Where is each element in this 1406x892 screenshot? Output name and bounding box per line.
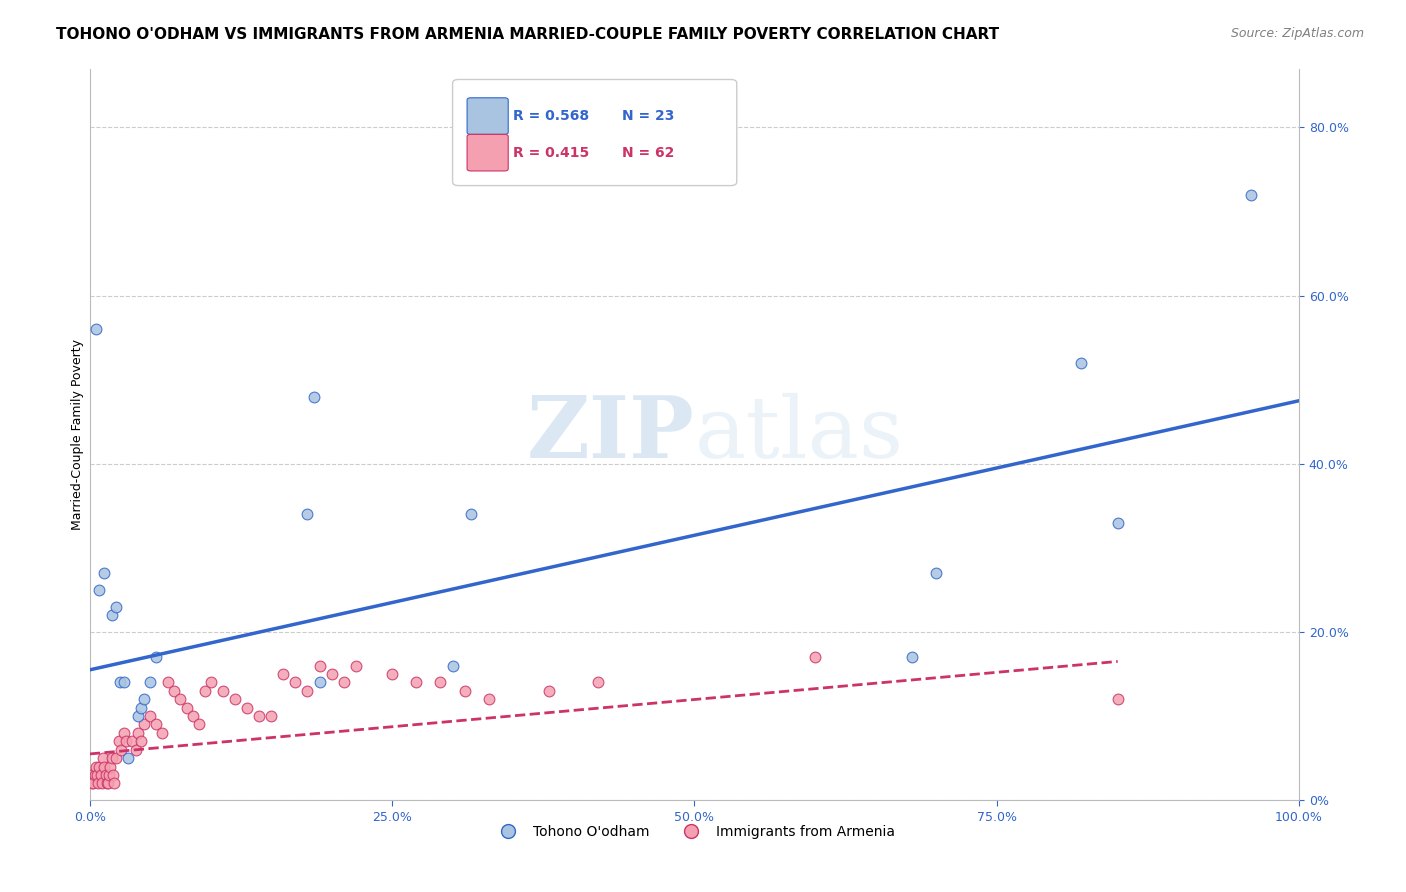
Text: TOHONO O'ODHAM VS IMMIGRANTS FROM ARMENIA MARRIED-COUPLE FAMILY POVERTY CORRELAT: TOHONO O'ODHAM VS IMMIGRANTS FROM ARMENI… [56,27,1000,42]
Point [83,768,105,782]
Point [121,734,143,748]
Point [460,508,482,522]
Point [117,751,139,765]
Point [308,675,330,690]
Point [82,776,104,790]
Point [297,508,319,522]
Point [89,759,111,773]
Point [332,675,354,690]
Point [100,608,122,623]
Point [91,751,114,765]
Point [129,700,152,714]
Point [112,726,135,740]
Point [127,709,149,723]
Text: R = 0.415: R = 0.415 [513,145,589,160]
Point [125,742,148,756]
Point [103,776,125,790]
Point [344,658,367,673]
FancyBboxPatch shape [453,79,737,186]
Point [101,768,124,782]
Point [89,582,111,597]
Point [105,751,128,765]
Point [224,692,246,706]
Point [804,650,827,665]
Point [187,717,209,731]
Point [110,742,132,756]
Point [1107,516,1129,530]
Point [100,751,122,765]
Point [139,675,162,690]
Point [150,726,173,740]
Point [901,650,924,665]
Point [200,675,222,690]
Point [247,709,270,723]
FancyBboxPatch shape [467,98,508,135]
Y-axis label: Married-Couple Family Poverty: Married-Couple Family Poverty [72,339,84,530]
Point [308,658,330,673]
Text: Source: ZipAtlas.com: Source: ZipAtlas.com [1230,27,1364,40]
Point [94,768,117,782]
Legend: Tohono O'odham, Immigrants from Armenia: Tohono O'odham, Immigrants from Armenia [488,820,900,845]
Point [194,684,217,698]
Point [478,692,501,706]
Point [129,734,152,748]
Point [127,726,149,740]
Point [97,776,120,790]
Point [284,675,307,690]
Point [1070,356,1092,370]
Point [145,650,167,665]
Point [98,768,121,782]
Point [90,776,112,790]
FancyBboxPatch shape [467,135,508,171]
Point [145,717,167,731]
Point [1240,187,1263,202]
Point [115,734,138,748]
Point [90,768,112,782]
Point [108,675,131,690]
Point [80,768,103,782]
Point [105,599,128,614]
Point [134,717,156,731]
Point [157,675,180,690]
Text: R = 0.568: R = 0.568 [513,109,589,123]
Point [139,709,162,723]
Point [176,700,198,714]
Point [84,759,107,773]
Point [86,768,108,782]
Point [925,566,948,581]
Point [538,684,561,698]
Point [87,776,110,790]
Point [163,684,186,698]
Point [441,658,464,673]
Text: ZIP: ZIP [527,392,695,476]
Point [96,776,118,790]
Point [321,667,343,681]
Point [93,759,115,773]
Point [93,566,115,581]
Point [260,709,283,723]
Text: N = 23: N = 23 [621,109,675,123]
Point [108,734,131,748]
Point [84,322,107,336]
Point [586,675,609,690]
Text: N = 62: N = 62 [621,145,675,160]
Point [405,675,427,690]
Point [271,667,294,681]
Point [134,692,156,706]
Point [302,390,325,404]
Point [169,692,191,706]
Point [429,675,451,690]
Point [112,675,135,690]
Point [181,709,204,723]
Point [297,684,319,698]
Point [98,759,121,773]
Point [211,684,233,698]
Text: atlas: atlas [695,392,904,476]
Point [453,684,475,698]
Point [381,667,404,681]
Point [1107,692,1129,706]
Point [236,700,259,714]
Point [82,776,104,790]
